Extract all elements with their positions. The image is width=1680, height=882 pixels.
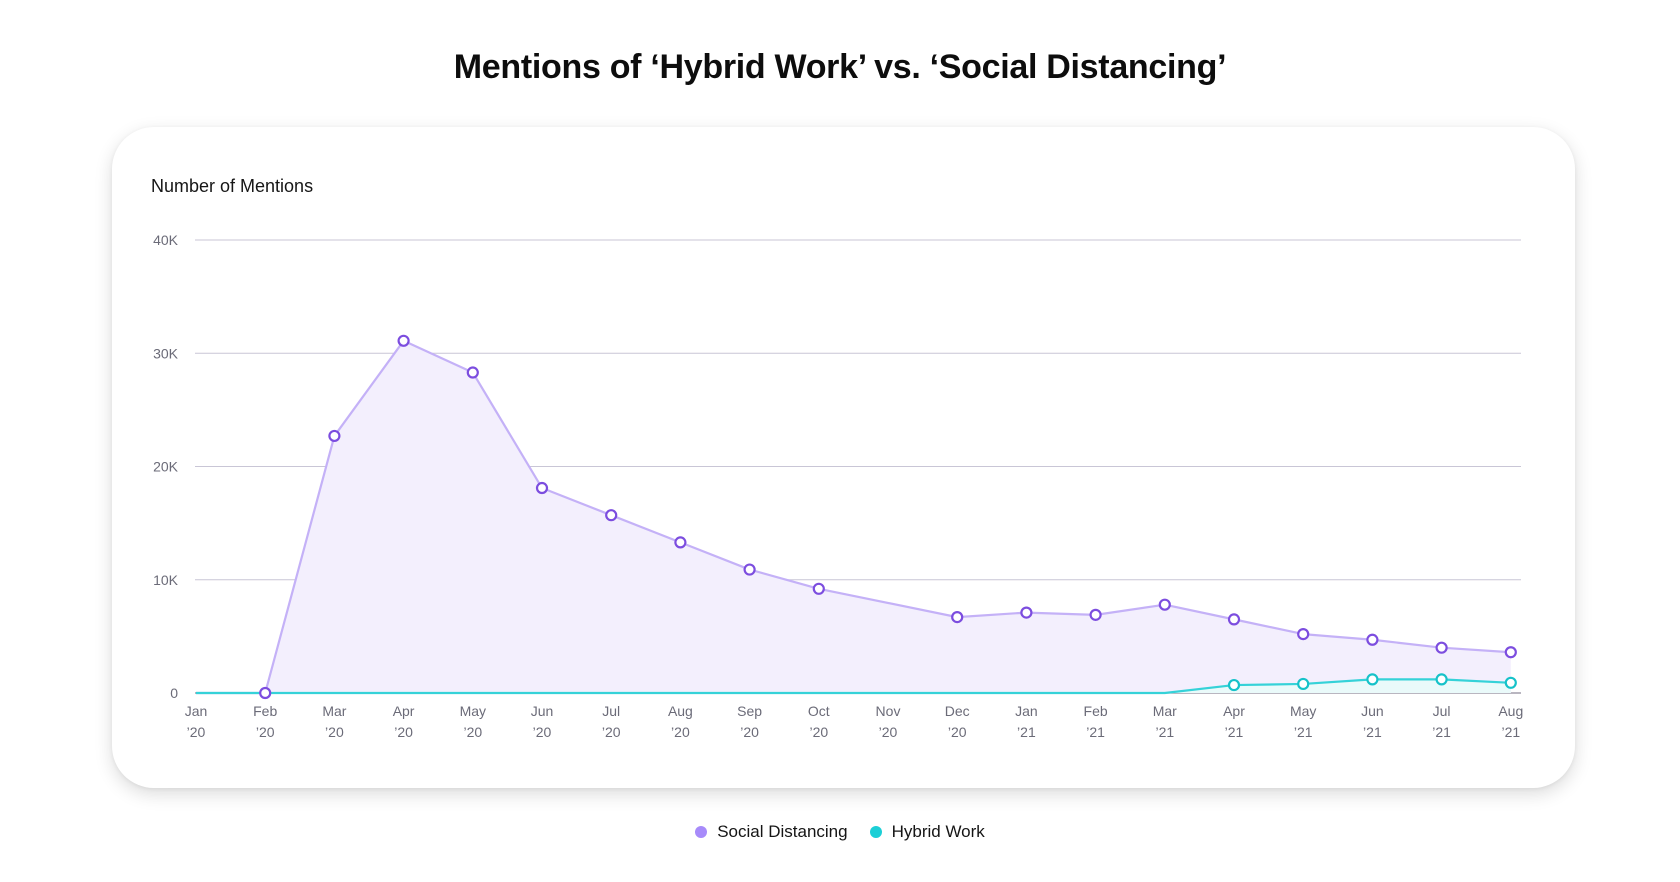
- x-tick-label-month-15: Apr: [1223, 703, 1245, 719]
- legend-swatch-social-distancing: [695, 826, 708, 838]
- x-tick-label-month-0: Jan: [185, 703, 208, 719]
- x-tick-label-year-16: ’21: [1294, 724, 1313, 740]
- x-tick-label-month-18: Jul: [1433, 703, 1451, 719]
- x-tick-label-month-5: Jun: [531, 703, 554, 719]
- y-tick-label-1: 10K: [153, 572, 179, 588]
- legend-label-hybrid-work: Hybrid Work: [891, 822, 985, 841]
- x-tick-label-year-11: ’20: [948, 724, 967, 740]
- data-point-series-0-13: [1089, 608, 1102, 621]
- x-tick-label-year-5: ’20: [533, 724, 552, 740]
- x-tick-label-year-18: ’21: [1432, 724, 1451, 740]
- y-tick-label-3: 30K: [153, 345, 179, 361]
- data-point-series-1-18: [1435, 673, 1448, 686]
- x-tick-label-year-15: ’21: [1225, 724, 1244, 740]
- x-tick-label-month-10: Nov: [876, 703, 901, 719]
- x-tick-label-month-1: Feb: [253, 703, 277, 719]
- x-tick-label-month-14: Mar: [1153, 703, 1177, 719]
- x-tick-label-year-2: ’20: [325, 724, 344, 740]
- data-point-series-0-1: [259, 686, 272, 700]
- x-tick-label-month-12: Jan: [1015, 703, 1038, 719]
- chart-title: Mentions of ‘Hybrid Work’ vs. ‘Social Di…: [453, 48, 1227, 86]
- x-tick-label-month-17: Jun: [1361, 703, 1384, 719]
- x-tick-label-month-16: May: [1290, 703, 1316, 719]
- data-point-series-0-9: [812, 582, 825, 595]
- y-tick-label-0: 0: [170, 685, 178, 701]
- chart-legend: Social Distancing Hybrid Work: [0, 822, 1680, 842]
- x-tick-label-month-6: Jul: [602, 703, 620, 719]
- legend-label-social-distancing: Social Distancing: [717, 822, 848, 841]
- data-point-series-0-4: [466, 366, 479, 379]
- x-tick-label-year-9: ’20: [809, 724, 828, 740]
- y-tick-label-4: 40K: [153, 232, 179, 248]
- data-point-series-0-19: [1504, 646, 1517, 659]
- data-point-series-0-5: [535, 481, 549, 495]
- data-point-series-0-8: [743, 563, 756, 576]
- x-tick-label-month-11: Dec: [945, 703, 970, 719]
- data-point-series-1-15: [1227, 678, 1241, 692]
- x-tick-label-year-4: ’20: [463, 724, 482, 740]
- y-tick-label-2: 20K: [153, 459, 179, 475]
- data-point-series-0-16: [1297, 628, 1310, 641]
- x-tick-label-year-14: ’21: [1155, 724, 1174, 740]
- x-tick-label-month-19: Aug: [1498, 703, 1523, 719]
- x-tick-label-year-13: ’21: [1086, 724, 1105, 740]
- area-fill-series-0: [196, 340, 1511, 693]
- x-tick-label-year-17: ’21: [1363, 724, 1382, 740]
- x-tick-label-month-13: Feb: [1084, 703, 1108, 719]
- x-tick-label-month-4: May: [460, 703, 486, 719]
- data-point-series-0-6: [605, 509, 618, 522]
- data-point-series-0-17: [1366, 633, 1379, 646]
- data-point-series-0-14: [1158, 598, 1171, 611]
- x-tick-label-month-2: Mar: [322, 703, 346, 719]
- legend-item-hybrid-work[interactable]: Hybrid Work: [869, 822, 985, 842]
- x-tick-label-month-9: Oct: [808, 703, 830, 719]
- data-point-series-0-7: [674, 536, 687, 549]
- x-tick-label-year-8: ’20: [740, 724, 759, 740]
- x-tick-label-month-3: Apr: [393, 703, 415, 719]
- x-tick-label-year-10: ’20: [879, 724, 898, 740]
- data-point-series-1-19: [1504, 676, 1517, 689]
- x-tick-label-year-6: ’20: [602, 724, 621, 740]
- x-tick-label-month-8: Sep: [737, 703, 762, 719]
- data-point-series-1-17: [1366, 673, 1379, 686]
- x-tick-label-month-7: Aug: [668, 703, 693, 719]
- area-fill-series-1: [196, 679, 1511, 693]
- data-point-series-0-12: [1020, 606, 1033, 619]
- x-tick-label-year-12: ’21: [1017, 724, 1036, 740]
- x-tick-label-year-3: ’20: [394, 724, 413, 740]
- legend-swatch-hybrid-work: [869, 826, 882, 838]
- legend-item-social-distancing[interactable]: Social Distancing: [695, 822, 848, 842]
- series-line-1: [196, 678, 1511, 695]
- data-point-series-0-15: [1227, 613, 1241, 626]
- data-point-series-0-11: [951, 611, 964, 624]
- y-axis-title: Number of Mentions: [151, 176, 314, 196]
- x-tick-label-year-0: ’20: [187, 724, 206, 740]
- x-tick-label-year-7: ’20: [671, 724, 690, 740]
- data-point-series-0-18: [1435, 641, 1448, 654]
- data-point-series-1-16: [1297, 677, 1310, 691]
- data-point-series-0-2: [328, 429, 341, 443]
- x-tick-label-year-1: ’20: [256, 724, 275, 740]
- data-point-series-0-3: [397, 334, 410, 347]
- x-tick-label-year-19: ’21: [1501, 724, 1520, 740]
